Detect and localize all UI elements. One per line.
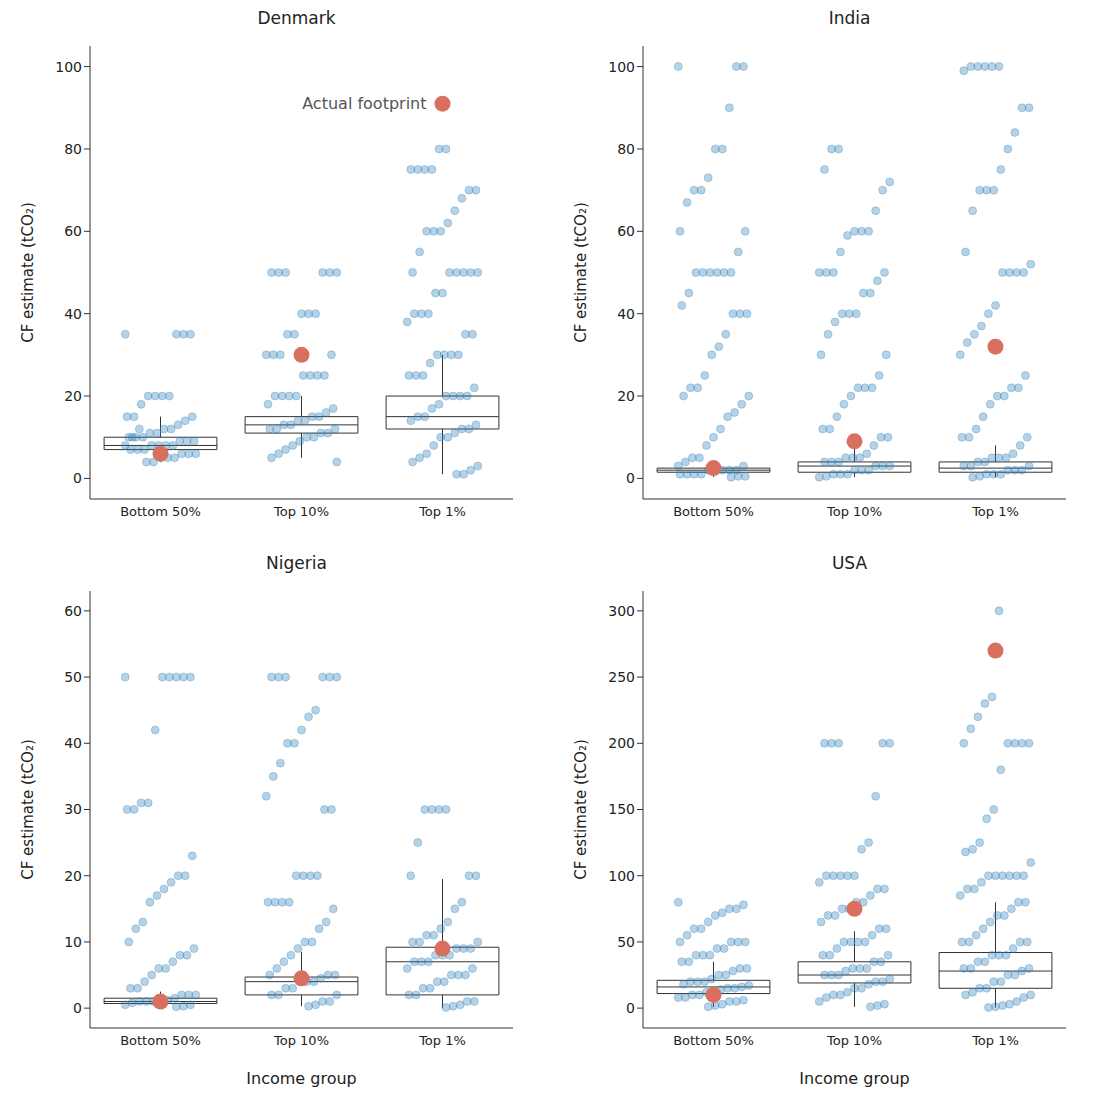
svg-text:60: 60: [64, 603, 82, 619]
svg-text:0: 0: [626, 1000, 635, 1016]
svg-text:0: 0: [73, 470, 82, 486]
svg-text:Bottom 50%: Bottom 50%: [120, 504, 201, 519]
svg-text:80: 80: [64, 141, 82, 157]
svg-text:CF estimate (tCO₂): CF estimate (tCO₂): [572, 202, 590, 343]
svg-text:300: 300: [608, 603, 635, 619]
svg-text:50: 50: [617, 934, 635, 950]
svg-text:Bottom 50%: Bottom 50%: [120, 1033, 201, 1048]
svg-text:150: 150: [608, 801, 635, 817]
svg-text:10: 10: [64, 934, 82, 950]
html-text:Nigeria: Nigeria: [266, 553, 327, 573]
svg-text:Income group: Income group: [246, 1069, 356, 1088]
svg-text:40: 40: [64, 735, 82, 751]
svg-text:CF estimate (tCO₂): CF estimate (tCO₂): [19, 202, 37, 343]
svg-text:60: 60: [64, 223, 82, 239]
svg-text:0: 0: [73, 1000, 82, 1016]
svg-text:Bottom 50%: Bottom 50%: [673, 504, 754, 519]
svg-text:250: 250: [608, 669, 635, 685]
svg-text:CF estimate (tCO₂): CF estimate (tCO₂): [572, 739, 590, 880]
svg-text:Top 10%: Top 10%: [826, 504, 882, 519]
svg-text:Top 10%: Top 10%: [826, 1033, 882, 1048]
svg-text:40: 40: [64, 306, 82, 322]
svg-text:Income group: Income group: [799, 1069, 909, 1088]
svg-text:Top 1%: Top 1%: [418, 504, 466, 519]
svg-text:Top 10%: Top 10%: [273, 504, 329, 519]
svg-text:Bottom 50%: Bottom 50%: [673, 1033, 754, 1048]
html-text:Denmark: Denmark: [257, 8, 336, 28]
svg-text:20: 20: [617, 388, 635, 404]
svg-text:Actual footprint: Actual footprint: [302, 94, 426, 113]
svg-text:20: 20: [64, 868, 82, 884]
svg-text:30: 30: [64, 801, 82, 817]
svg-text:80: 80: [617, 141, 635, 157]
svg-text:40: 40: [617, 306, 635, 322]
svg-text:20: 20: [64, 388, 82, 404]
svg-text:Top 1%: Top 1%: [971, 1033, 1019, 1048]
svg-text:Top 1%: Top 1%: [418, 1033, 466, 1048]
svg-text:100: 100: [608, 59, 635, 75]
svg-text:0: 0: [626, 470, 635, 486]
svg-text:100: 100: [55, 59, 82, 75]
svg-text:CF estimate (tCO₂): CF estimate (tCO₂): [19, 739, 37, 880]
html-text:USA: USA: [831, 553, 868, 573]
svg-text:Top 10%: Top 10%: [273, 1033, 329, 1048]
svg-text:50: 50: [64, 669, 82, 685]
svg-text:Top 1%: Top 1%: [971, 504, 1019, 519]
svg-text:200: 200: [608, 735, 635, 751]
html-text:India: India: [828, 8, 871, 28]
svg-text:100: 100: [608, 868, 635, 884]
svg-text:60: 60: [617, 223, 635, 239]
